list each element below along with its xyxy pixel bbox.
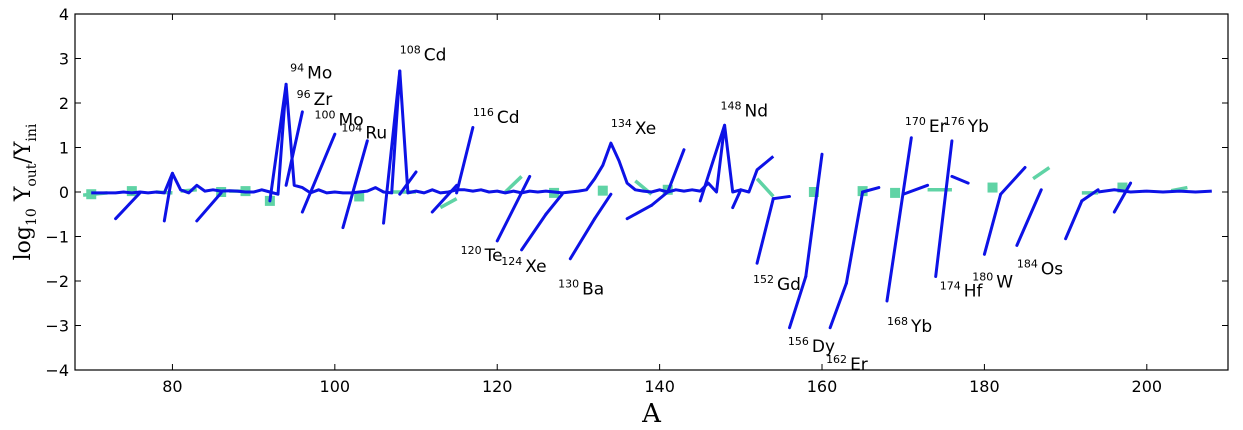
y-axis-label: log10 Yout/Yini: [11, 123, 40, 260]
series-segment: [950, 174, 970, 185]
isotope-label: 148 Nd: [721, 99, 769, 121]
series-segment: [788, 275, 808, 330]
series-segment: [698, 123, 727, 203]
series-segment: [544, 192, 564, 216]
isotope-label: 176 Yb: [944, 115, 989, 137]
isotope-label: 130 Ba: [558, 277, 604, 299]
series-segment: [382, 69, 402, 225]
series-segment: [284, 110, 304, 187]
y-tick-label: 3: [59, 50, 69, 69]
isotope-label: 152 Gd: [753, 273, 801, 295]
series-segment: [195, 191, 223, 223]
series-segment: [114, 191, 142, 221]
isotope-label: 124 Xe: [501, 255, 546, 277]
series-segment: [398, 170, 418, 196]
series-segment: [804, 152, 824, 279]
isotope-label: 184 Os: [1017, 257, 1063, 279]
series-segment: [901, 183, 930, 196]
secondary-point: [1117, 182, 1128, 193]
y-tick-label: 1: [59, 139, 69, 158]
y-tick-label: −4: [45, 361, 69, 380]
isotope-label: 94 Mo: [290, 62, 332, 84]
isotope-label: 96 Zr: [297, 88, 333, 110]
series-segment: [455, 125, 475, 195]
series-segment: [731, 188, 743, 210]
y-axis-label-text: log10 Yout/Yini: [11, 123, 40, 260]
series-segment: [861, 186, 881, 194]
x-tick-label: 80: [162, 377, 182, 396]
x-axis: 80 100 120 140 160 180 200: [162, 14, 1162, 396]
secondary-dash: [755, 177, 775, 198]
isotope-label: 120 Te: [461, 244, 503, 266]
y-tick-label: −2: [45, 272, 69, 291]
y-tick-label: −1: [45, 228, 69, 247]
secondary-point: [126, 186, 137, 197]
isotope-label: 108 Cd: [400, 44, 447, 66]
series-segment: [162, 171, 174, 223]
y-tick-label: 0: [59, 183, 69, 202]
series-segment: [982, 192, 1003, 256]
series-line: [91, 69, 775, 196]
secondary-point: [597, 185, 608, 196]
isotope-label: 116 Cd: [473, 106, 520, 128]
series-segment: [593, 192, 613, 221]
secondary-dash: [504, 175, 523, 194]
series-segment: [495, 174, 532, 243]
secondary-point: [808, 187, 819, 197]
isotope-label: 168 Yb: [887, 315, 932, 337]
series-line-tail: [1097, 188, 1212, 194]
x-tick-label: 120: [482, 377, 513, 396]
series-segment: [430, 183, 459, 214]
series-segment: [666, 148, 686, 194]
series-segment: [341, 139, 369, 230]
series-segment: [1015, 188, 1043, 247]
isotope-label: 162 Er: [826, 353, 868, 375]
x-tick-label: 180: [969, 377, 1000, 396]
series-segment: [999, 166, 1027, 196]
isotope-label: 170 Er: [905, 115, 947, 137]
x-tick-label: 100: [320, 377, 351, 396]
isotope-label: 180 W: [972, 271, 1013, 293]
series-segment: [520, 212, 548, 252]
series-segment: [771, 194, 792, 201]
series-segment: [650, 190, 670, 207]
x-tick-label: 200: [1132, 377, 1163, 396]
series-segment: [934, 139, 954, 279]
series-segment: [568, 217, 597, 261]
series-segment: [300, 132, 337, 214]
isotope-label: 134 Xe: [611, 117, 656, 139]
y-tick-label: 4: [59, 5, 69, 24]
secondary-dash: [1032, 166, 1051, 181]
y-tick-label: −3: [45, 317, 69, 336]
x-tick-label: 140: [644, 377, 675, 396]
secondary-point: [890, 187, 901, 198]
plot-area: [82, 69, 1212, 330]
y-tick-label: 2: [59, 94, 69, 113]
secondary-point: [987, 182, 998, 193]
secondary-dash: [439, 197, 458, 210]
y-axis: −4 −3 −2 −1 0 1 2 3 4: [45, 5, 1228, 380]
series-segment: [1064, 199, 1084, 241]
series-segment: [844, 190, 865, 285]
series-segment: [1112, 181, 1133, 214]
series-segment: [755, 197, 775, 265]
series-segment: [268, 82, 288, 203]
series-segment: [828, 281, 848, 330]
isotope-label: 156 Dy: [788, 335, 835, 357]
x-tick-label: 160: [807, 377, 838, 396]
series-segment: [1080, 188, 1100, 203]
series-segment: [625, 203, 653, 221]
isotope-label: 104 Ru: [341, 122, 387, 144]
isotope-label: 100 Mo: [315, 108, 364, 130]
secondary-point: [354, 191, 365, 202]
x-axis-label: A: [641, 399, 662, 429]
series-segment: [885, 136, 913, 303]
isotope-label: 174 Hf: [940, 280, 984, 302]
